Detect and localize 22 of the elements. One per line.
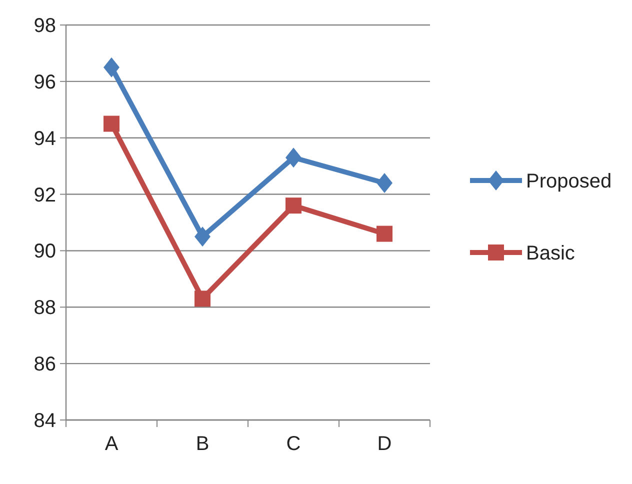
y-tick-label: 92 [34,184,56,206]
point [104,57,120,78]
y-tick-label: 94 [34,128,56,150]
y-tick-label: 86 [34,354,56,376]
x-tick-label: D [377,433,392,455]
y-tick-label: 84 [34,410,56,432]
legend-label: Basic [526,242,575,264]
y-tick-label: 88 [34,297,56,320]
point [286,198,302,214]
point [194,226,210,247]
point [104,116,120,132]
y-tick-label: 96 [34,71,56,94]
x-tick-label: C [286,433,301,455]
x-tick-label: B [196,433,210,455]
y-tick-label: 98 [34,15,56,37]
point [286,148,302,168]
x-tick-label: A [104,433,119,455]
point [376,173,392,193]
legend-label: Proposed [526,170,612,192]
point [194,290,210,307]
y-tick-label: 90 [34,240,56,263]
point [376,226,392,242]
